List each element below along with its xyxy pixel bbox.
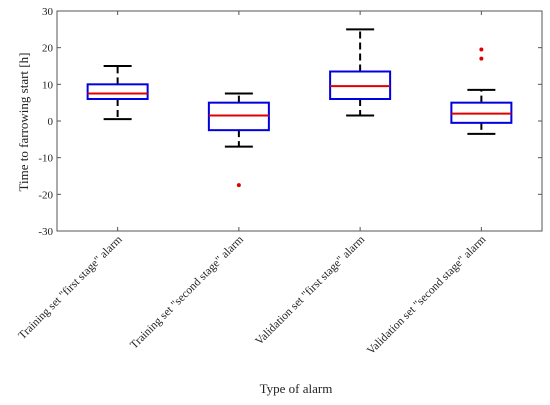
y-tick-label: 20 (42, 43, 54, 55)
x-category-label: Validation set "first stage" alarm (253, 234, 367, 348)
y-tick-label: 0 (48, 116, 54, 128)
iqr-box (86, 83, 149, 101)
x-category-label: Validation set "second stage" alarm (365, 234, 489, 358)
y-tick-label: -20 (38, 189, 53, 201)
y-tick-label: -30 (38, 226, 53, 238)
outlier-point (479, 47, 484, 52)
y-tick-label: -10 (38, 153, 53, 165)
x-category-label: Training set "second stage" alarm (128, 234, 246, 352)
y-tick-label: 10 (42, 79, 54, 91)
outlier-point (479, 56, 484, 61)
x-category-label: Training set "first stage" alarm (16, 234, 124, 342)
y-axis-title: Time to farrowing start [h] (16, 53, 31, 192)
outlier-point (236, 183, 241, 188)
y-tick-label: 30 (42, 6, 54, 18)
x-axis-title: Type of alarm (260, 381, 333, 396)
